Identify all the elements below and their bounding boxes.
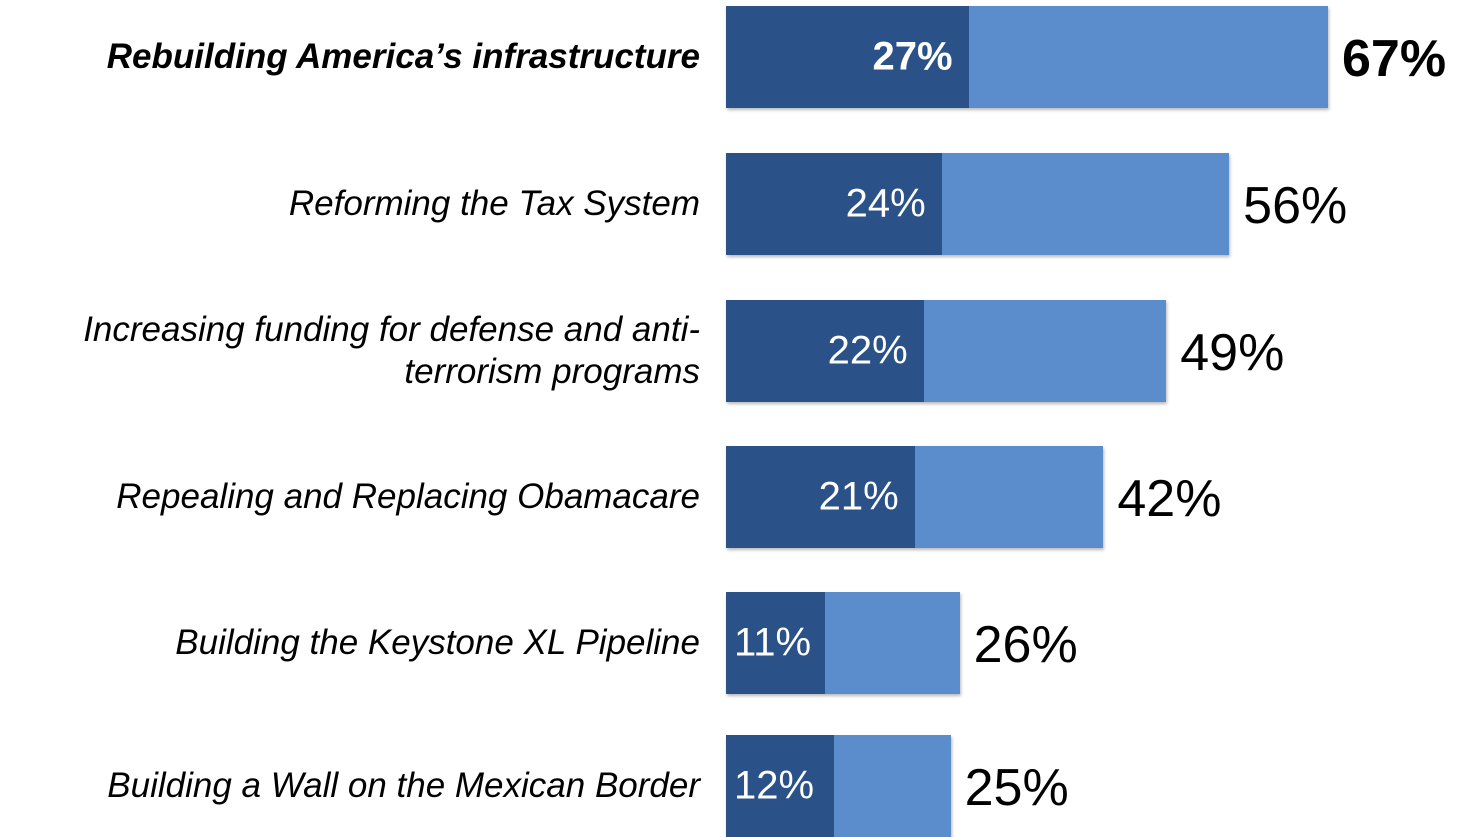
bar-part-value-label: 24% (845, 181, 926, 226)
bar-part-value-label: 12% (734, 763, 815, 808)
category-label-line: Building a Wall on the Mexican Border (107, 766, 700, 805)
bar-total-value-label: 42% (1117, 470, 1222, 528)
bar-part-value-label: 21% (818, 474, 899, 519)
category-label-line: Reforming the Tax System (288, 184, 700, 223)
bar-total-value-label: 25% (964, 759, 1069, 817)
category-label-line: Increasing funding for defense and anti- (83, 310, 700, 349)
category-label-line: terrorism programs (404, 352, 700, 391)
bar-group: 12% (726, 735, 951, 837)
bar-part-value-label: 11% (734, 620, 812, 665)
bar-group: 22% (726, 300, 1167, 402)
bar-group: 27% (726, 6, 1328, 108)
bar-part: 12% (726, 735, 834, 837)
bar-part: 27% (726, 6, 969, 108)
category-label: Rebuilding America’s infrastructure (0, 36, 700, 78)
category-label: Building a Wall on the Mexican Border (0, 765, 700, 807)
bar-group: 21% (726, 446, 1104, 548)
category-label-line: Rebuilding America’s infrastructure (106, 37, 700, 76)
bar-total-value-label: 49% (1180, 324, 1285, 382)
bar-part: 21% (726, 446, 915, 548)
category-label-line: Repealing and Replacing Obamacare (116, 477, 700, 516)
bar-group: 11% (726, 592, 960, 694)
category-label: Reforming the Tax System (0, 183, 700, 225)
bar-part-value-label: 22% (827, 328, 908, 373)
category-label: Repealing and Replacing Obamacare (0, 476, 700, 518)
bar-part: 22% (726, 300, 924, 402)
bar-part: 11% (726, 592, 825, 694)
bar-total-value-label: 56% (1243, 177, 1348, 235)
category-label: Increasing funding for defense and anti-… (0, 309, 700, 393)
category-label: Building the Keystone XL Pipeline (0, 622, 700, 664)
bar-part: 24% (726, 153, 942, 255)
bar-total-value-label: 67% (1342, 30, 1447, 88)
bar-part-value-label: 27% (872, 34, 953, 79)
bar-group: 24% (726, 153, 1230, 255)
category-label-line: Building the Keystone XL Pipeline (175, 623, 700, 662)
bar-total-value-label: 26% (973, 616, 1078, 674)
